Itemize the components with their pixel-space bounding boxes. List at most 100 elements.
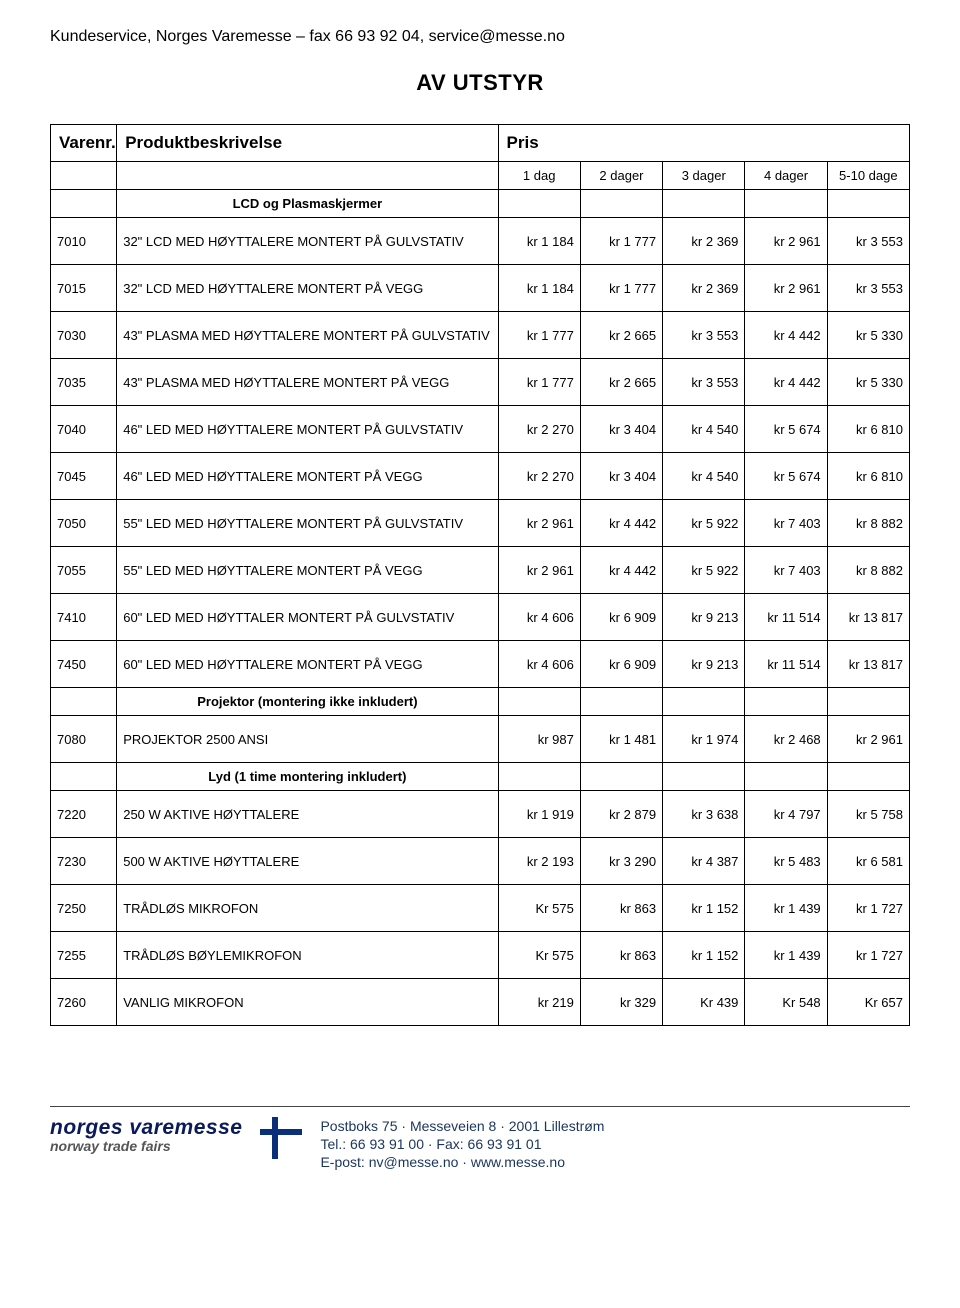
price-cell: kr 4 442 [745,359,827,406]
blank-cell [827,688,909,716]
price-cell: kr 7 403 [745,500,827,547]
price-cell: kr 4 442 [580,547,662,594]
product-code: 7030 [51,312,117,359]
price-cell: kr 2 879 [580,791,662,838]
price-cell: kr 3 553 [663,312,745,359]
product-code: 7050 [51,500,117,547]
blank-cell [663,763,745,791]
price-cell: kr 7 403 [745,547,827,594]
footer: norges varemesse norway trade fairs Post… [50,1106,910,1172]
price-cell: kr 5 922 [663,500,745,547]
product-desc: PROJEKTOR 2500 ANSI [117,716,498,763]
price-cell: Kr 575 [498,932,580,979]
blank-cell [663,190,745,218]
product-desc: 32" LCD MED HØYTTALERE MONTERT PÅ VEGG [117,265,498,312]
price-cell: kr 1 777 [498,312,580,359]
product-desc: 60" LED MED HØYTTALER MONTERT PÅ GULVSTA… [117,594,498,641]
price-cell: kr 1 919 [498,791,580,838]
price-cell: kr 6 909 [580,594,662,641]
col-header-desc: Produktbeskrivelse [117,125,498,162]
price-cell: kr 1 439 [745,885,827,932]
blank-cell [51,763,117,791]
price-cell: kr 1 727 [827,932,909,979]
blank-cell [498,688,580,716]
price-cell: kr 987 [498,716,580,763]
price-cell: kr 2 369 [663,218,745,265]
product-desc: 32" LCD MED HØYTTALERE MONTERT PÅ GULVST… [117,218,498,265]
price-cell: kr 219 [498,979,580,1026]
blank-cell [117,162,498,190]
price-cell: kr 1 439 [745,932,827,979]
product-desc: TRÅDLØS BØYLEMIKROFON [117,932,498,979]
price-cell: kr 863 [580,932,662,979]
blank-cell [580,190,662,218]
section-title: LCD og Plasmaskjermer [117,190,498,218]
blank-cell [580,763,662,791]
price-cell: kr 1 481 [580,716,662,763]
price-cell: kr 3 290 [580,838,662,885]
price-cell: Kr 548 [745,979,827,1026]
product-desc: 55" LED MED HØYTTALERE MONTERT PÅ GULVST… [117,500,498,547]
blank-cell [51,688,117,716]
price-cell: kr 9 213 [663,594,745,641]
product-desc: 500 W AKTIVE HØYTTALERE [117,838,498,885]
footer-tel: Tel.: 66 93 91 00 · Fax: 66 93 91 01 [320,1135,604,1153]
header-line: Kundeservice, Norges Varemesse – fax 66 … [50,28,910,46]
price-cell: kr 1 777 [580,265,662,312]
price-cell: kr 2 468 [745,716,827,763]
price-cell: kr 1 184 [498,218,580,265]
product-code: 7035 [51,359,117,406]
price-cell: kr 6 810 [827,406,909,453]
footer-email: E-post: nv@messe.no · www.messe.no [320,1153,604,1171]
blank-cell [498,763,580,791]
price-cell: kr 1 184 [498,265,580,312]
price-cell: kr 2 193 [498,838,580,885]
price-cell: kr 4 606 [498,594,580,641]
blank-cell [745,763,827,791]
price-cell: kr 1 152 [663,932,745,979]
blank-cell [827,763,909,791]
price-cell: kr 5 330 [827,312,909,359]
table-row: 701032" LCD MED HØYTTALERE MONTERT PÅ GU… [51,218,910,265]
product-desc: 250 W AKTIVE HØYTTALERE [117,791,498,838]
price-cell: Kr 439 [663,979,745,1026]
price-cell: kr 4 442 [745,312,827,359]
price-cell: kr 3 404 [580,406,662,453]
price-cell: kr 4 387 [663,838,745,885]
price-cell: Kr 575 [498,885,580,932]
product-desc: 60" LED MED HØYTTALERE MONTERT PÅ VEGG [117,641,498,688]
blank-cell [745,190,827,218]
price-cell: kr 1 974 [663,716,745,763]
product-code: 7220 [51,791,117,838]
price-cell: kr 3 553 [827,218,909,265]
footer-logo: norges varemesse norway trade fairs [50,1117,242,1154]
price-cell: kr 2 665 [580,312,662,359]
sub-header: 1 dag [498,162,580,190]
blank-cell [827,190,909,218]
table-row: 7260VANLIG MIKROFONkr 219kr 329Kr 439Kr … [51,979,910,1026]
price-cell: kr 11 514 [745,641,827,688]
price-cell: kr 6 810 [827,453,909,500]
table-row: 7080PROJEKTOR 2500 ANSIkr 987kr 1 481kr … [51,716,910,763]
table-row: 704046" LED MED HØYTTALERE MONTERT PÅ GU… [51,406,910,453]
table-row: 741060" LED MED HØYTTALER MONTERT PÅ GUL… [51,594,910,641]
price-cell: kr 2 961 [745,265,827,312]
table-row: 703543" PLASMA MED HØYTTALERE MONTERT PÅ… [51,359,910,406]
product-code: 7260 [51,979,117,1026]
price-cell: kr 4 442 [580,500,662,547]
price-cell: kr 13 817 [827,594,909,641]
price-cell: kr 2 961 [498,500,580,547]
price-cell: kr 4 606 [498,641,580,688]
price-cell: kr 2 369 [663,265,745,312]
price-cell: kr 8 882 [827,547,909,594]
sub-header: 3 dager [663,162,745,190]
price-cell: kr 4 540 [663,406,745,453]
product-code: 7015 [51,265,117,312]
price-cell: kr 4 797 [745,791,827,838]
product-desc: VANLIG MIKROFON [117,979,498,1026]
price-cell: kr 8 882 [827,500,909,547]
product-desc: 46" LED MED HØYTTALERE MONTERT PÅ GULVST… [117,406,498,453]
price-cell: kr 3 404 [580,453,662,500]
price-cell: kr 3 553 [827,265,909,312]
price-cell: kr 863 [580,885,662,932]
